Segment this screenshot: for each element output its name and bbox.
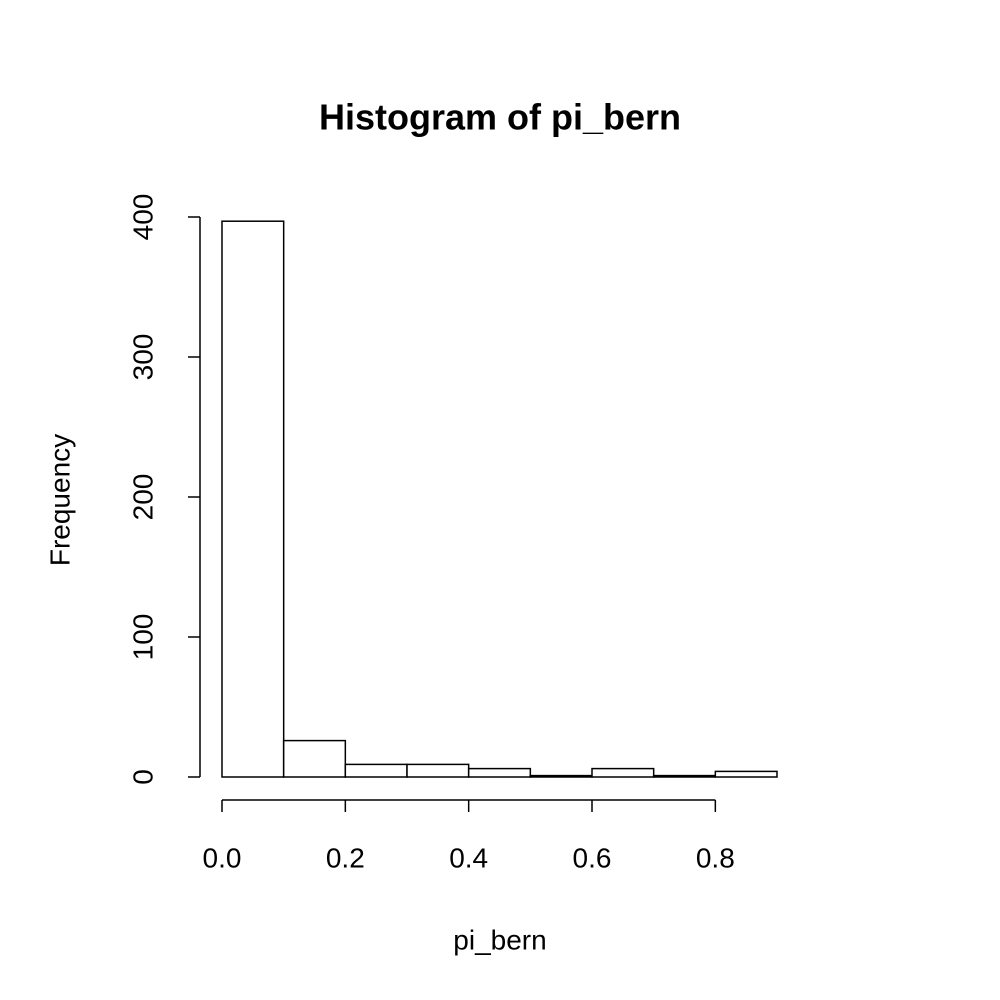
bar (714, 770, 778, 778)
y-axis-label: Frequency (44, 434, 75, 566)
y-tick-label: 0 (127, 769, 158, 785)
bar (344, 763, 408, 778)
x-tick-label: 0.2 (326, 842, 365, 873)
x-tick-label: 0.4 (449, 842, 488, 873)
x-tick-label: 0.0 (203, 842, 242, 873)
x-tick-label: 0.8 (696, 842, 735, 873)
bar (282, 739, 347, 778)
y-tick-label: 200 (127, 474, 158, 521)
bar (529, 774, 593, 778)
bar (591, 767, 655, 778)
bar (652, 774, 717, 778)
bar (467, 767, 532, 778)
x-tick-label: 0.6 (573, 842, 612, 873)
y-tick-label: 100 (127, 614, 158, 661)
chart-title: Histogram of pi_bern (319, 97, 681, 138)
x-axis-label: pi_bern (453, 924, 546, 955)
y-tick-label: 400 (127, 194, 158, 241)
bar (221, 220, 285, 778)
bar (406, 763, 470, 778)
y-tick-label: 300 (127, 334, 158, 381)
